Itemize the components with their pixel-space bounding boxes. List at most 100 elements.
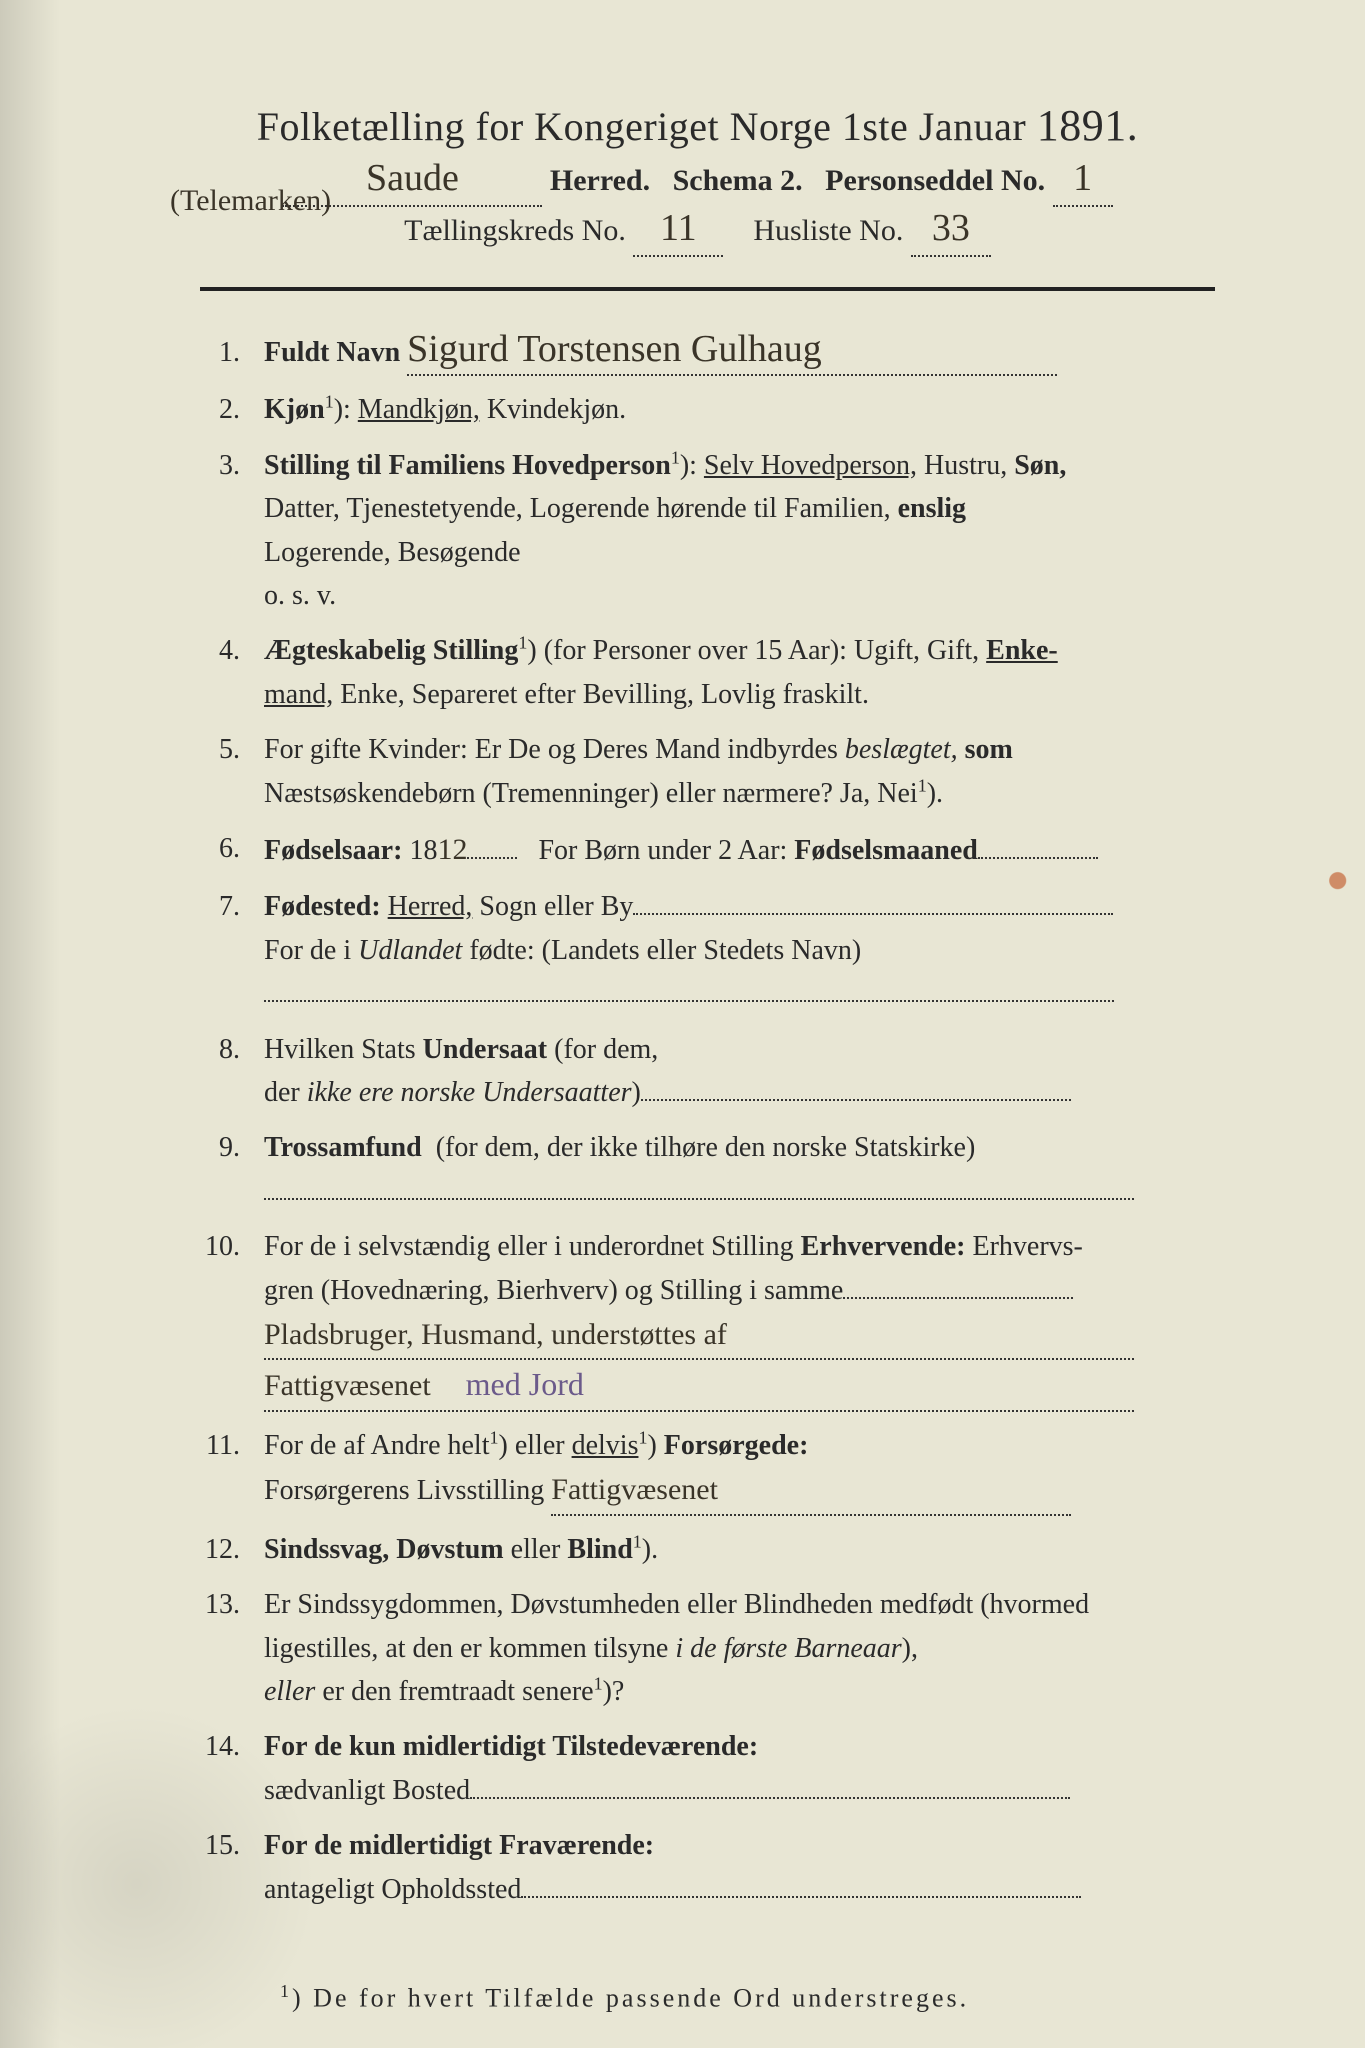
q2-num: 2. [170,388,264,431]
q3-num: 3. [170,444,264,618]
row-8: 8. Hvilken Stats Undersaat (for dem, der… [170,1028,1235,1115]
q6-num: 6. [170,827,264,874]
title-text: Folketælling for Kongeriget Norge 1ste J… [257,104,1026,149]
q10-num: 10. [170,1225,264,1412]
q14-line2: sædvanligt Bosted [264,1775,470,1806]
q11-num: 11. [170,1424,264,1516]
q6-year-prefix: 18 [409,835,437,866]
q13-line3b: er den fremtraadt senere [322,1676,593,1707]
kreds-no: 11 [660,207,697,249]
q11-line2: Forsørgerens Livsstilling [264,1475,544,1506]
row-7: 7. Fødested: Herred, Sogn eller By For d… [170,885,1235,1015]
q13-eller: eller [264,1676,315,1707]
q3-line4: o. s. v. [264,580,336,611]
row-10: 10. For de i selvstændig eller i underor… [170,1225,1235,1412]
row-11: 11. For de af Andre helt1) eller delvis1… [170,1424,1235,1516]
q11-delvis: delvis [572,1430,639,1461]
q13-num: 13. [170,1583,264,1713]
census-page: Folketælling for Kongeriget Norge 1ste J… [0,0,1365,2048]
row-1: 1. Fuldt Navn Sigurd Torstensen Gulhaug [170,331,1235,376]
q11-line1b: eller [515,1430,565,1461]
q13-line2a: ligestilles, at den er kommen tilsyne [264,1633,668,1664]
q5-line1a: For gifte Kvinder: Er De og Deres Mand i… [264,734,838,765]
q7-line2a: For de i [264,935,351,966]
q7-line2b: fødte: (Landets eller Stedets Navn) [469,935,861,966]
herred-label: Herred. [550,164,650,197]
q1-label: Fuldt Navn [264,337,400,368]
q15-num: 15. [170,1824,264,1911]
q3-son: Søn, [1014,450,1066,481]
q8-line1c: (for dem, [554,1034,658,1065]
herred-handwritten: Saude [366,157,459,199]
row-5: 5. For gifte Kvinder: Er De og Deres Man… [170,728,1235,815]
footnote-text: De for hvert Tilfælde passende Ord under… [313,1984,969,2013]
q12-blind: Blind [567,1534,632,1565]
q4-enke1: Enke- [986,635,1058,666]
q15-line1: For de midlertidigt Fraværende: [264,1830,654,1861]
q10-hw1: Pladsbruger, Husmand, understøttes af [264,1318,727,1351]
husliste-no: 33 [932,207,970,249]
q10-erhvervende: Erhvervende: [801,1231,966,1262]
title-year: 1891. [1037,101,1139,150]
q10-line2: gren (Hovednæring, Bierhverv) og Stillin… [264,1275,843,1306]
q8-line1a: Hvilken Stats [264,1034,416,1065]
schema-label: Schema 2. [673,164,803,197]
q6-label1: Fødselsaar: [264,835,402,866]
q15-line2: antageligt Opholdssted [264,1874,521,1905]
q11-forsorgede: Forsørgede: [664,1430,809,1461]
row-9: 9. Trossamfund (for dem, der ikke tilhør… [170,1126,1235,1213]
q7-label: Fødested: [264,891,381,922]
form-body: 1. Fuldt Navn Sigurd Torstensen Gulhaug … [160,331,1235,1911]
telemark-annotation: (Telemarken) [170,184,331,218]
q7-rest: Sogn eller By [479,891,633,922]
husliste-label: Husliste No. [753,214,903,247]
q4-enke2: mand, [264,679,333,710]
personseddel-no: 1 [1073,157,1092,199]
q1-value: Sigurd Torstensen Gulhaug [407,328,822,370]
q3-enslig: enslig [898,493,966,524]
q2-mandkjon: Mandkjøn, [358,394,480,425]
q13-line2-italic: i de første Barneaar [675,1633,901,1664]
q3-label: Stilling til Familiens Hovedperson [264,450,671,481]
q7-udlandet: Udlandet [358,935,462,966]
q2-kvindekjon: Kvindekjøn. [487,394,626,425]
q7-num: 7. [170,885,264,1015]
q8-line2-italic: ikke ere norske Undersaatter [307,1077,632,1108]
q12-eller: eller [511,1534,561,1565]
q3-line3: Logerende, Besøgende [264,537,521,568]
q12-num: 12. [170,1528,264,1571]
q5-num: 5. [170,728,264,815]
q2-label: Kjøn [264,394,325,425]
q5-line2: Næstsøskendebørn (Tremenninger) eller næ… [264,778,918,809]
q4-paren: (for Personer over 15 Aar): [544,635,847,666]
q10-erhvervs: Erhvervs- [972,1231,1082,1262]
row-3: 3. Stilling til Familiens Hovedperson1):… [170,444,1235,618]
page-title: Folketælling for Kongeriget Norge 1ste J… [160,100,1235,151]
q1-num: 1. [170,331,264,376]
row-15: 15. For de midlertidigt Fraværende: anta… [170,1824,1235,1911]
q8-line2a: der [264,1077,300,1108]
row-12: 12. Sindssvag, Døvstum eller Blind1). [170,1528,1235,1571]
q4-label: Ægteskabelig Stilling [264,635,518,666]
q3-selv: Selv Hovedperson, [704,450,917,481]
q8-num: 8. [170,1028,264,1115]
row-4: 4. Ægteskabelig Stilling1) (for Personer… [170,629,1235,716]
q7-herred: Herred, [388,891,473,922]
q13-line1: Er Sindssygdommen, Døvstumheden eller Bl… [264,1589,1089,1620]
q6-year-hw: 12 [437,833,467,866]
q4-rest: Enke, Separeret efter Bevilling, Lovlig … [340,679,869,710]
q6-label3: Fødselsmaaned [794,835,978,866]
q12-label: Sindssvag, Døvstum [264,1534,504,1565]
q5-som: som [965,734,1013,765]
q3-hustru: Hustru, [924,450,1007,481]
kreds-label: Tællingskreds No. [404,214,626,247]
q9-rest: (for dem, der ikke tilhøre den norske St… [436,1132,976,1163]
row-14: 14. For de kun midlertidigt Tilstedevære… [170,1725,1235,1812]
q4-opts1: Ugift, Gift, [854,635,979,666]
header-rule [200,287,1215,291]
q10-line1a: For de i selvstændig eller i underordnet… [264,1231,794,1262]
q14-line1: For de kun midlertidigt Tilstedeværende: [264,1731,758,1762]
q6-label2: For Børn under 2 Aar: [538,835,787,866]
personseddel-label: Personseddel No. [825,164,1045,197]
footnote: 1) De for hvert Tilfælde passende Ord un… [160,1981,1235,2014]
